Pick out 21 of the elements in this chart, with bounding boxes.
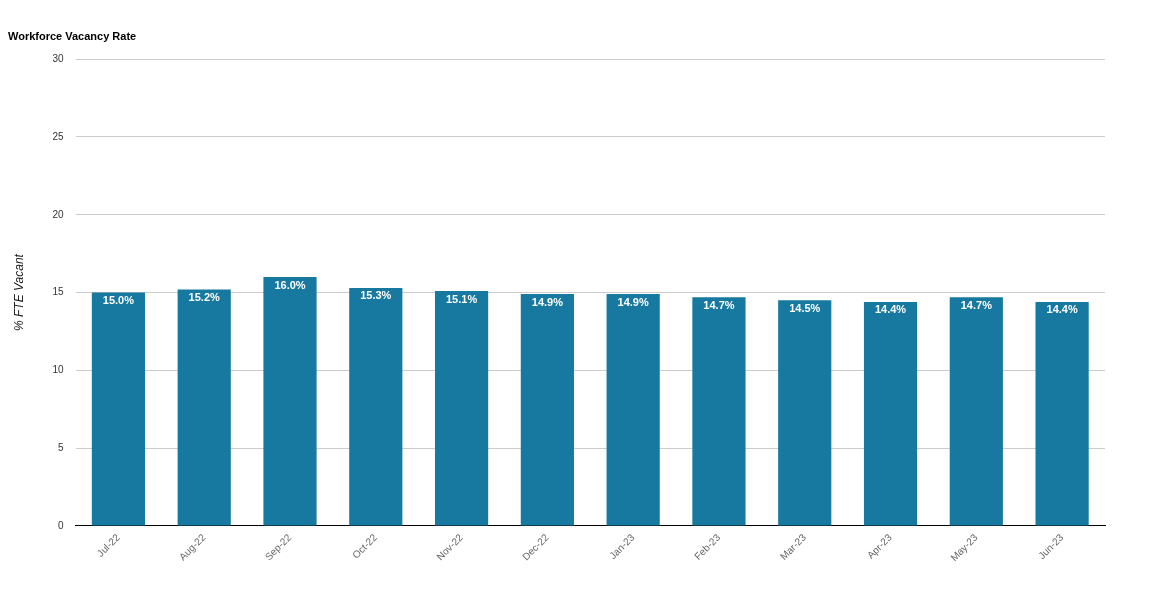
data-label: 14.4% bbox=[1046, 303, 1078, 316]
data-label: 14.7% bbox=[960, 298, 993, 311]
y-tick-label: 10 bbox=[52, 364, 64, 376]
data-label: 14.9% bbox=[617, 295, 649, 308]
data-label: 16.0% bbox=[274, 278, 306, 291]
data-label: 15.2% bbox=[188, 290, 221, 303]
data-label: 15.0% bbox=[102, 294, 135, 307]
y-tick-label: 20 bbox=[52, 208, 64, 220]
y-axis-title: % FTE Vacant bbox=[11, 253, 26, 332]
data-label: 14.5% bbox=[789, 301, 821, 314]
y-tick-label: 5 bbox=[57, 441, 64, 453]
data-label: 14.4% bbox=[874, 303, 907, 316]
data-label: 14.7% bbox=[703, 298, 735, 311]
y-tick-label: 30 bbox=[52, 52, 64, 64]
chart-title: Workforce Vacancy Rate bbox=[8, 29, 137, 42]
data-label: 14.9% bbox=[531, 295, 564, 308]
data-label: 15.3% bbox=[360, 289, 392, 302]
y-tick-label: 25 bbox=[52, 130, 64, 142]
y-tick-label: 15 bbox=[52, 286, 64, 298]
data-label: 15.1% bbox=[445, 292, 478, 305]
y-tick-label: 0 bbox=[57, 519, 64, 531]
